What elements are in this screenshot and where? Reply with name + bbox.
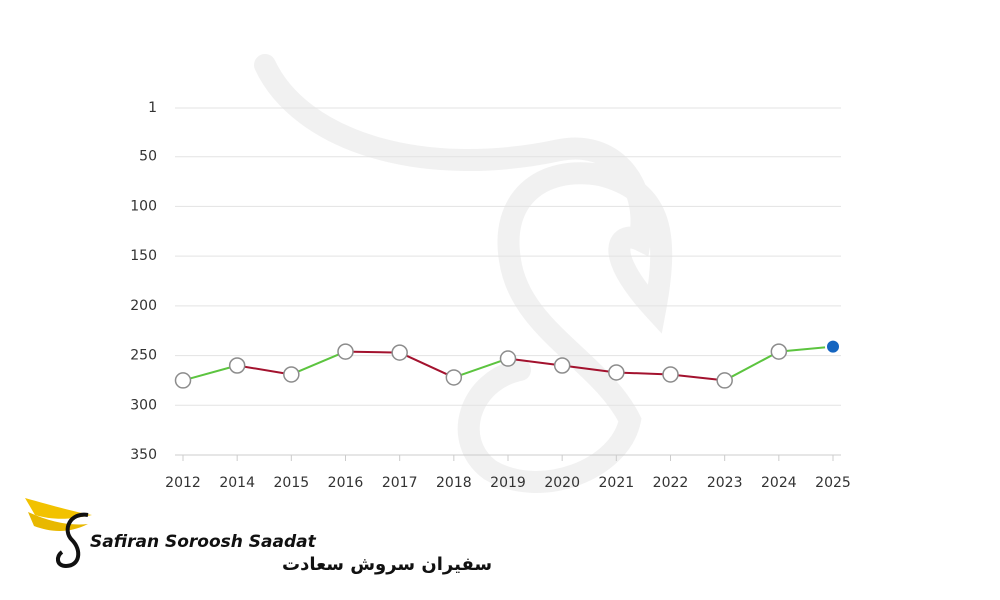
x-tick-label: 2019 (490, 475, 526, 491)
point (391, 344, 408, 361)
line-segment (290, 350, 346, 376)
line-segment (562, 364, 617, 374)
x-tick-label: 2024 (761, 475, 797, 491)
x-tick-label: 2016 (328, 475, 364, 491)
x-tick-label: 2021 (599, 475, 635, 491)
x-tick-label: 2023 (707, 475, 743, 491)
y-tick-label: 1 (148, 100, 157, 116)
y-tick-label: 300 (130, 397, 157, 413)
logo-s (55, 512, 89, 569)
point (553, 357, 571, 374)
y-tick-label: 150 (130, 248, 157, 264)
point (499, 350, 517, 367)
y-tick-label: 350 (130, 447, 157, 463)
y-tick-label: 250 (130, 348, 157, 364)
y-tick-label: 100 (130, 198, 157, 214)
line-segment (237, 364, 292, 376)
line-segment (724, 350, 780, 382)
x-tick-label: 2020 (544, 475, 580, 491)
x-tick-label: 2022 (653, 475, 689, 491)
x-tick-label: 2014 (219, 475, 255, 491)
line-segment (345, 350, 400, 354)
line-segment (778, 345, 834, 353)
logo: Safiran Soroosh Saadat سفیران سروش سعادت (25, 498, 492, 575)
point (228, 357, 246, 374)
x-tick-label: 2025 (815, 475, 851, 491)
y-tick-label: 50 (139, 149, 157, 165)
x-tick-label: 2017 (382, 475, 418, 491)
line-segment (399, 351, 455, 379)
line-segment (453, 357, 509, 379)
point (825, 338, 841, 355)
logo-name: Safiran Soroosh Saadat (90, 532, 317, 552)
logo-wing (28, 512, 88, 531)
point (337, 343, 354, 360)
line-segment (616, 371, 671, 376)
point (716, 372, 733, 389)
logo-name-fa: سفیران سروش سعادت (282, 554, 492, 575)
y-tick-label: 200 (130, 298, 157, 314)
logo-wing (25, 498, 92, 519)
x-tick-label: 2015 (274, 475, 310, 491)
x-tick-label: 2012 (165, 475, 201, 491)
watermark-shape (254, 54, 673, 493)
point (608, 364, 625, 381)
point (174, 372, 192, 389)
line-segment (182, 364, 238, 382)
watermark (254, 54, 673, 493)
point (283, 366, 300, 383)
point (770, 343, 788, 360)
line-segment (507, 357, 563, 367)
x-tick-label: 2018 (436, 475, 472, 491)
point (662, 366, 679, 383)
point (445, 369, 463, 386)
line-segment (670, 373, 725, 382)
